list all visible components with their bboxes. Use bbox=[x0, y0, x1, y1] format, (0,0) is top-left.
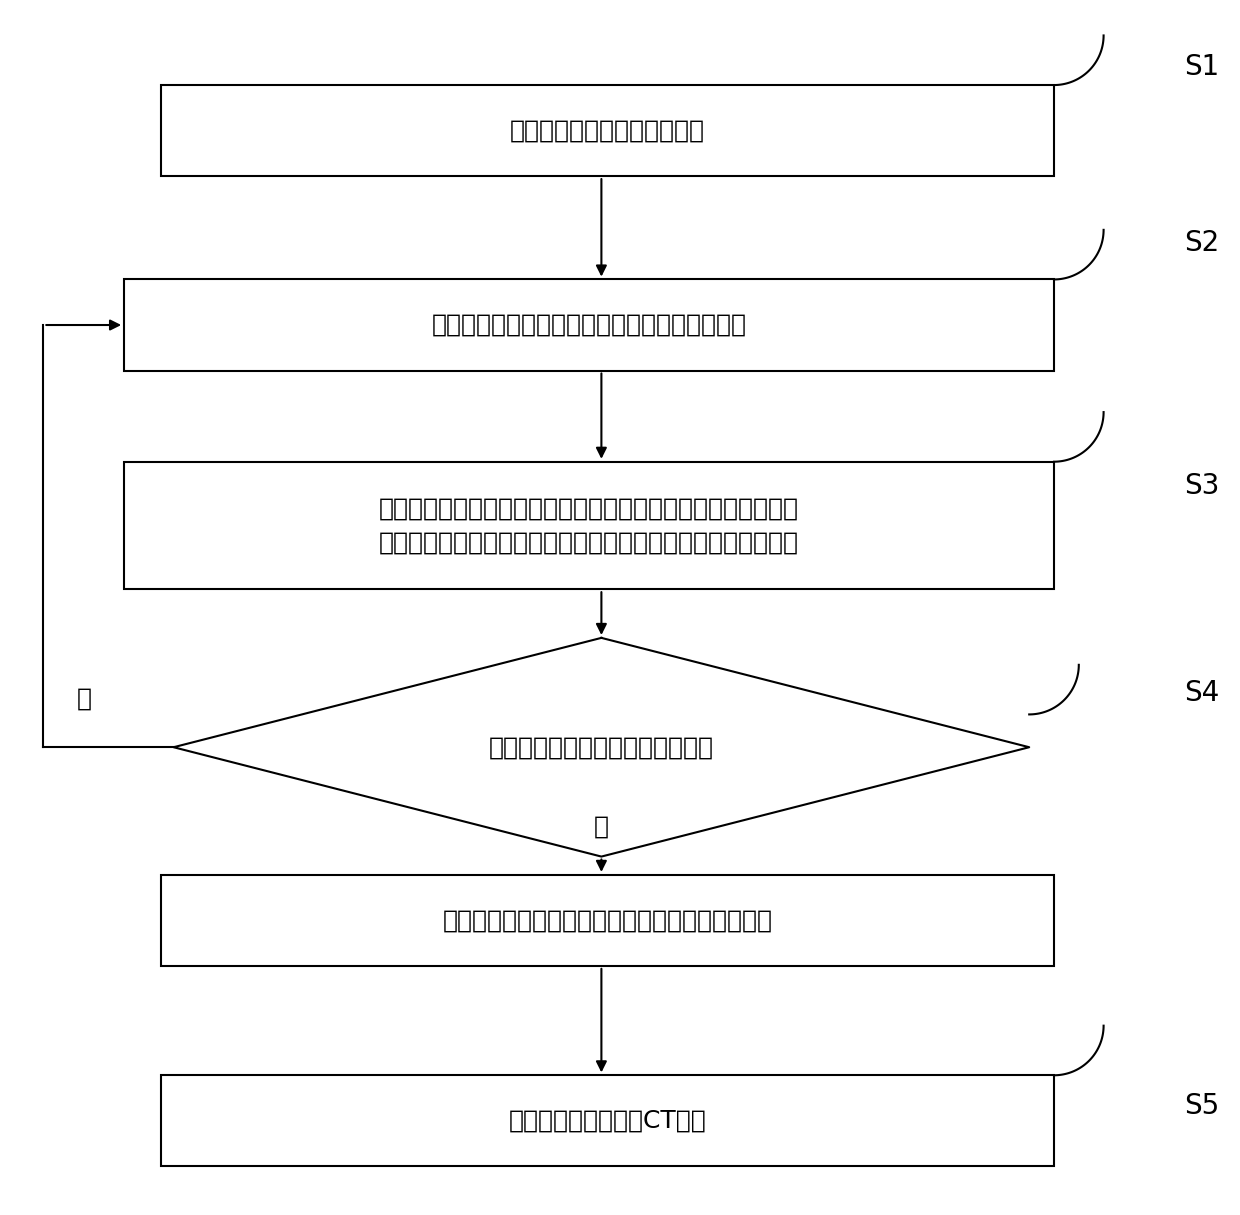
FancyBboxPatch shape bbox=[161, 1075, 1054, 1166]
FancyBboxPatch shape bbox=[161, 85, 1054, 176]
Text: S2: S2 bbox=[1184, 228, 1219, 258]
Text: 当前迭代次数是否已达预设最大值: 当前迭代次数是否已达预设最大值 bbox=[489, 735, 714, 759]
Text: S5: S5 bbox=[1184, 1091, 1219, 1120]
FancyBboxPatch shape bbox=[124, 462, 1054, 589]
Text: 将当前随机解集与上一轮迭代的随机解集进行对应解的比较，根
据比较结果，对当前随机解集中的各个解进行相应的保留或替换: 将当前随机解集与上一轮迭代的随机解集进行对应解的比较，根 据比较结果，对当前随机… bbox=[379, 497, 799, 554]
Text: 否: 否 bbox=[77, 686, 92, 711]
Text: 获取投影方程的解的伪逆矩阵: 获取投影方程的解的伪逆矩阵 bbox=[510, 119, 706, 142]
Text: S1: S1 bbox=[1184, 52, 1219, 81]
FancyBboxPatch shape bbox=[124, 279, 1054, 371]
Text: 根据最优解重建得到CT图像: 根据最优解重建得到CT图像 bbox=[508, 1109, 707, 1132]
Text: S4: S4 bbox=[1184, 678, 1219, 707]
FancyBboxPatch shape bbox=[161, 875, 1054, 966]
Text: 根据伪逆矩阵，生成与本轮迭代对应的随机解集: 根据伪逆矩阵，生成与本轮迭代对应的随机解集 bbox=[432, 313, 746, 337]
Text: 根据适应度评价，从当前随机解集中选择出最优解: 根据适应度评价，从当前随机解集中选择出最优解 bbox=[443, 909, 773, 932]
Text: 是: 是 bbox=[594, 814, 609, 838]
Text: S3: S3 bbox=[1184, 471, 1220, 501]
